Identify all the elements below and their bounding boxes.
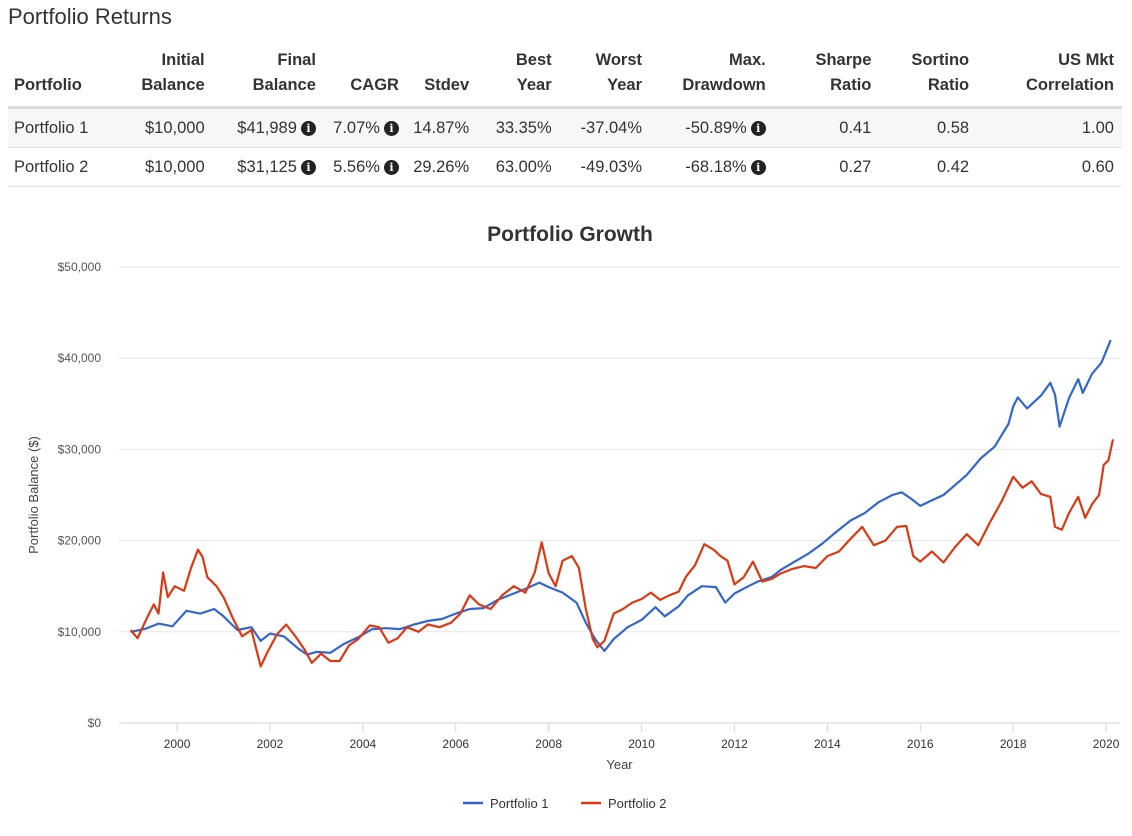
- x-tick-label: 2020: [1093, 737, 1120, 751]
- y-tick-label: $30,000: [58, 442, 102, 456]
- cell-final-balance: $31,125 i: [204, 147, 316, 187]
- cell-portfolio: Portfolio 1: [8, 107, 124, 148]
- section-title: Portfolio Returns: [8, 4, 172, 29]
- x-tick-label: 2000: [164, 737, 191, 751]
- cell-initial-balance: $10,000: [123, 147, 205, 187]
- header-cagr: CAGR: [315, 48, 399, 109]
- legend-item-portfolio-1[interactable]: Portfolio 1: [490, 796, 549, 811]
- cell-sortino-ratio: 0.42: [871, 147, 970, 187]
- header-max-drawdown: Max. Drawdown: [642, 48, 774, 109]
- header-us-mkt-correlation: US Mkt Correlation: [969, 48, 1122, 109]
- portfolio-growth-chart: Portfolio Growth $0 $10,000 $20,000 $30,000…: [26, 223, 1120, 811]
- info-circle-icon[interactable]: i: [750, 159, 766, 175]
- x-tick-label: 2002: [257, 737, 284, 751]
- y-tick-label: $0: [88, 716, 102, 730]
- x-axis-label: Year: [606, 757, 633, 772]
- header-stdev: Stdev: [398, 48, 470, 109]
- x-tick-label: 2010: [628, 737, 655, 751]
- series-line-portfolio-1: [130, 339, 1112, 656]
- x-tick-label: 2016: [907, 737, 934, 751]
- series-line-portfolio-2: [129, 439, 1115, 668]
- table-row: Portfolio 2 $10,000 $31,125 i 5.56% i 29.2…: [8, 147, 1122, 187]
- cell-sharpe-ratio: 0.27: [773, 147, 872, 187]
- info-circle-icon[interactable]: i: [383, 120, 399, 136]
- x-tick-label: 2008: [535, 737, 562, 751]
- cell-stdev: 29.26%: [398, 147, 470, 187]
- cell-sharpe-ratio: 0.41: [773, 107, 872, 148]
- x-tick-label: 2018: [1000, 737, 1027, 751]
- info-circle-icon[interactable]: i: [383, 159, 399, 175]
- header-portfolio: Portfolio: [8, 48, 124, 109]
- header-worst-year: Worst Year: [551, 48, 643, 109]
- table-row: Portfolio 1 $10,000 $41,989 i 7.07% i 14.8…: [8, 107, 1122, 148]
- cell-best-year: 63.00%: [469, 147, 552, 187]
- header-sharpe-ratio: Sharpe Ratio: [773, 48, 872, 109]
- cell-final-balance: $41,989 i: [204, 107, 316, 148]
- cell-worst-year: -37.04%: [551, 107, 643, 148]
- x-tick-label: 2006: [442, 737, 469, 751]
- y-tick-label: $40,000: [58, 351, 102, 365]
- y-tick-label: $20,000: [58, 534, 102, 548]
- info-circle-icon[interactable]: i: [750, 120, 766, 136]
- legend: Portfolio 1 Portfolio 2: [463, 796, 667, 811]
- info-circle-icon[interactable]: i: [300, 159, 316, 175]
- table-header-row: Portfolio Initial Balance Final Balance CA…: [8, 48, 1122, 109]
- y-tick-label: $50,000: [58, 260, 102, 274]
- info-circle-icon[interactable]: i: [300, 120, 316, 136]
- x-tick-label: 2012: [721, 737, 748, 751]
- cell-max-drawdown: -68.18% i: [642, 147, 774, 187]
- returns-table: Portfolio Initial Balance Final Balance CA…: [8, 48, 1122, 187]
- header-sortino-ratio: Sortino Ratio: [871, 48, 970, 109]
- cell-sortino-ratio: 0.58: [871, 107, 970, 148]
- chart-title: Portfolio Growth: [487, 223, 653, 246]
- cell-portfolio: Portfolio 2: [8, 147, 124, 187]
- cell-cagr: 5.56% i: [315, 147, 399, 187]
- cell-worst-year: -49.03%: [551, 147, 643, 187]
- cell-best-year: 33.35%: [469, 107, 552, 148]
- cell-cagr: 7.07% i: [315, 107, 399, 148]
- legend-item-portfolio-2[interactable]: Portfolio 2: [608, 796, 667, 811]
- x-tick-label: 2014: [814, 737, 841, 751]
- y-tick-label: $10,000: [58, 625, 102, 639]
- cell-us-mkt-correlation: 0.60: [969, 147, 1122, 187]
- y-axis-label: Portfolio Balance ($): [26, 436, 41, 554]
- cell-initial-balance: $10,000: [123, 107, 205, 148]
- cell-max-drawdown: -50.89% i: [642, 107, 774, 148]
- header-final-balance: Final Balance: [204, 48, 316, 109]
- cell-us-mkt-correlation: 1.00: [969, 107, 1122, 148]
- x-tick-label: 2004: [350, 737, 377, 751]
- header-initial-balance: Initial Balance: [123, 48, 205, 109]
- header-best-year: Best Year: [469, 48, 552, 109]
- cell-stdev: 14.87%: [398, 107, 470, 148]
